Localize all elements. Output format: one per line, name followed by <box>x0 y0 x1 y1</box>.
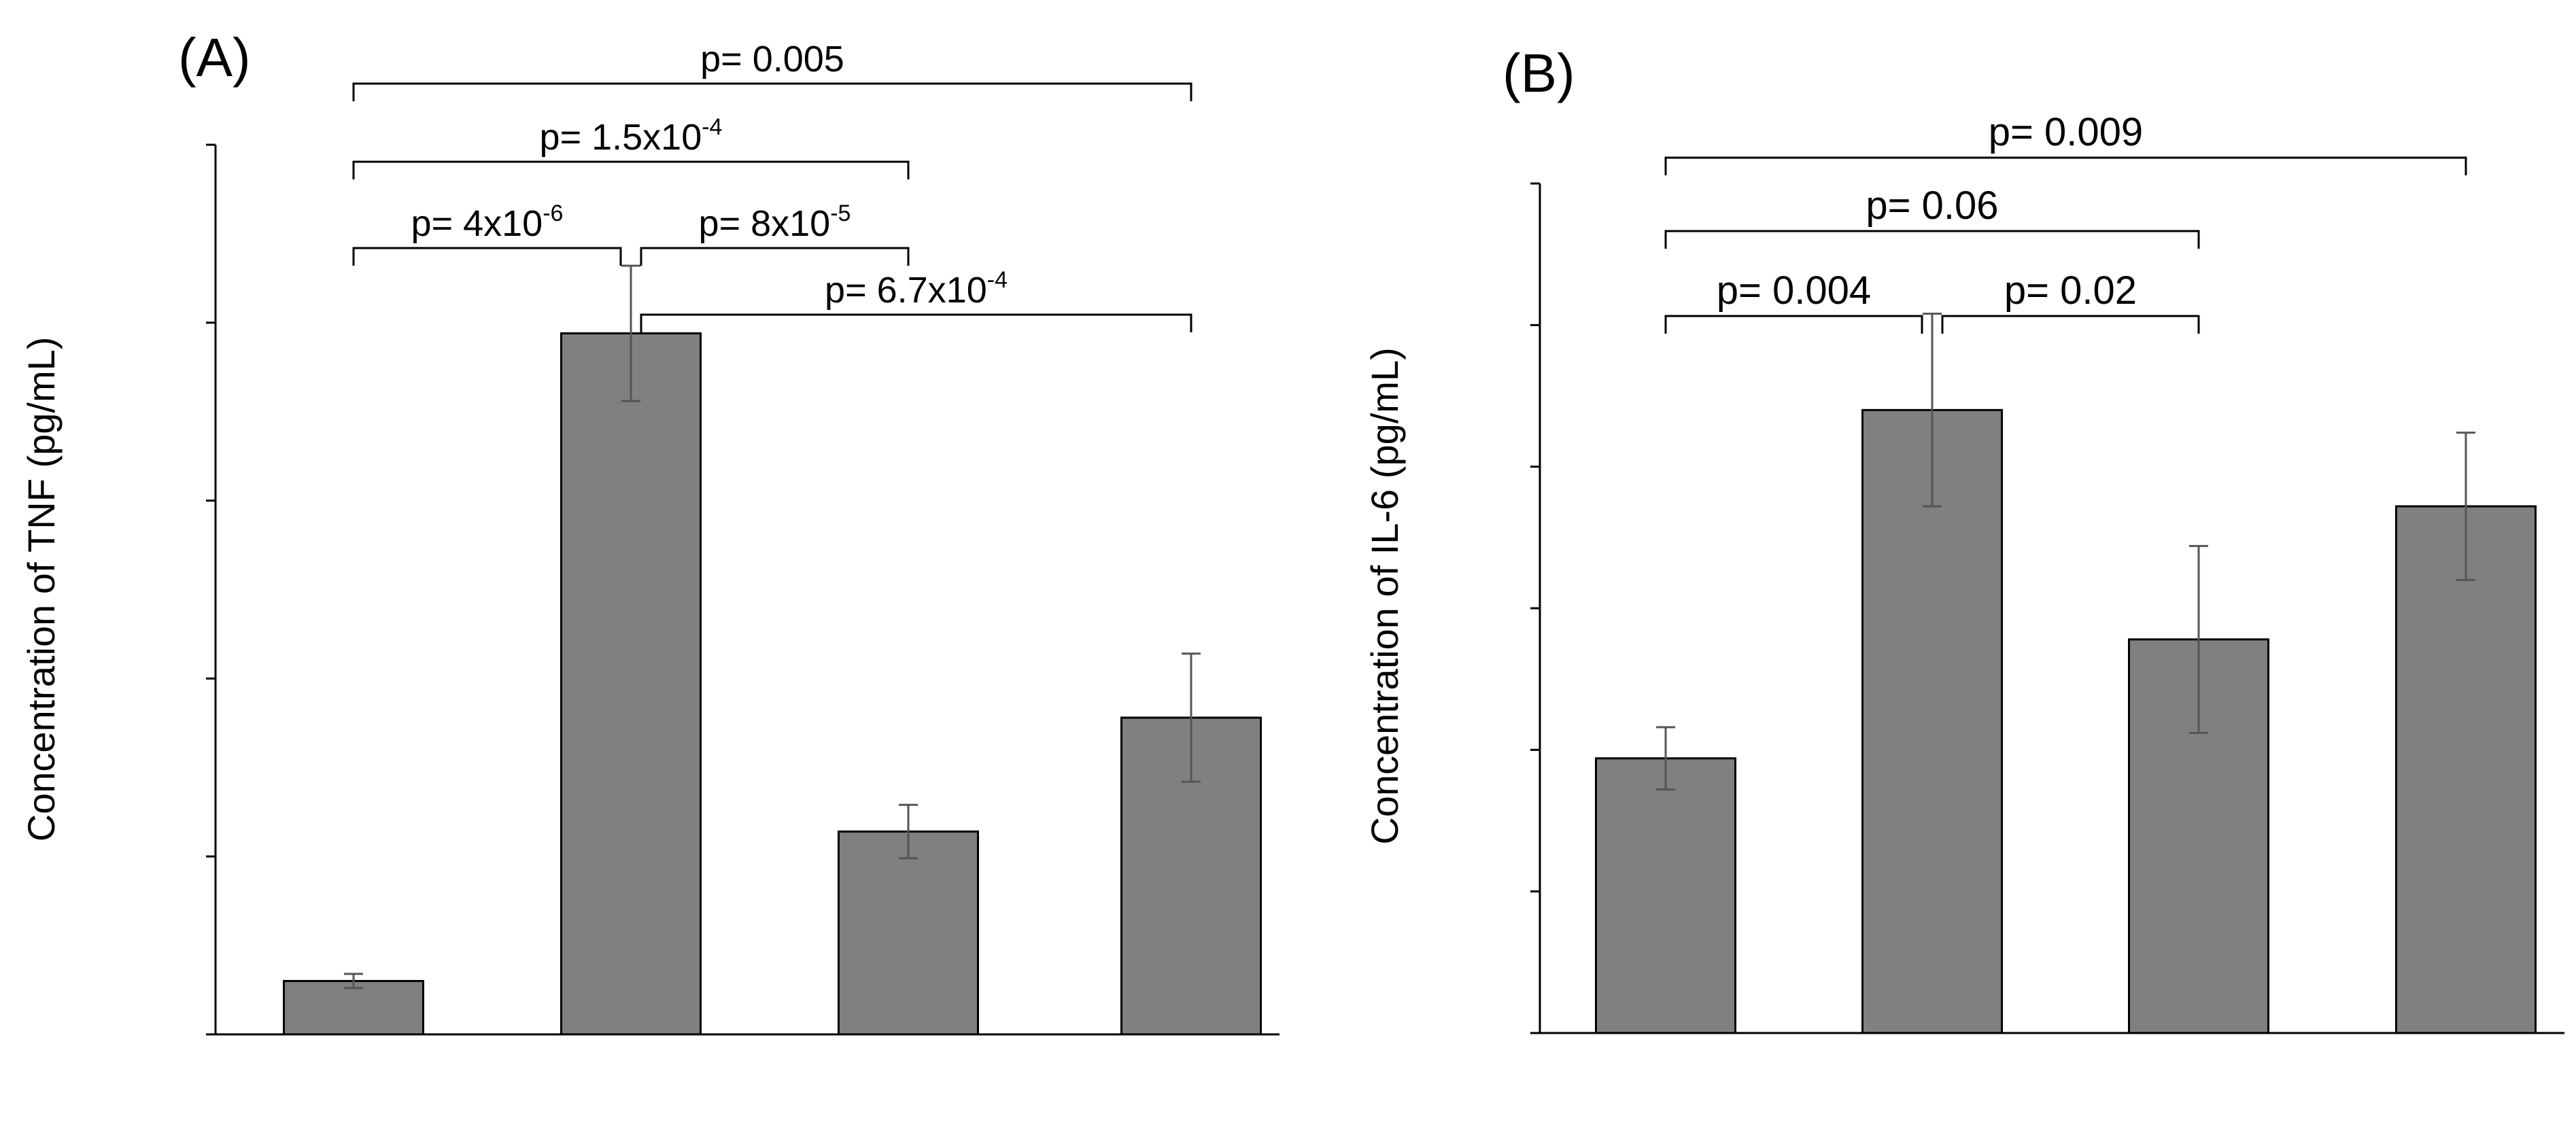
significance-bracket <box>1664 230 2200 249</box>
bar <box>838 830 979 1036</box>
p-value-label: p= 0.009 <box>1989 110 2143 154</box>
panel-label: (A) <box>178 27 251 88</box>
p-value-base: p= 0.009 <box>1989 110 2143 154</box>
p-value-label: p= 4x10-6 <box>411 200 564 244</box>
p-value-exponent: -6 <box>543 200 563 226</box>
p-value-base: p= 0.005 <box>700 39 844 80</box>
p-value-exponent: -4 <box>987 267 1008 293</box>
bar <box>2395 505 2537 1034</box>
y-axis-label: Concentration of IL-6 (pg/mL) <box>1363 347 1406 844</box>
p-value-label: p= 8x10-5 <box>699 200 851 244</box>
significance-bracket <box>352 247 622 266</box>
p-value-base: p= 0.02 <box>2004 268 2137 313</box>
significance-bracket <box>352 82 1192 101</box>
plot-area: p= 4x10-6 p= 8x10-5p= 6.7x10-4p= 1.5x10-4… <box>206 39 1280 1036</box>
chart-panel-a: (A) Concentration of TNF (pg/mL) p= 4x10… <box>20 27 1280 1036</box>
significance-bracket <box>352 160 910 179</box>
bar <box>560 332 702 1036</box>
significance-bracket <box>1664 156 2467 175</box>
bar <box>283 979 424 1036</box>
p-value-label: p= 6.7x10-4 <box>825 267 1008 311</box>
p-value-label: p= 1.5x10-4 <box>540 114 723 158</box>
p-value-base: p= 8x10 <box>699 203 831 244</box>
p-value-base: p= 0.06 <box>1866 183 1998 228</box>
bar <box>1595 757 1736 1034</box>
p-value-label: p= 0.005 <box>700 39 844 80</box>
significance-bracket <box>1941 315 2200 334</box>
p-value-label: p= 0.004 <box>1717 268 1871 313</box>
bar <box>1861 408 2003 1034</box>
p-value-exponent: -4 <box>702 114 722 140</box>
plot-area: p= 0.004 p= 0.02p= 0.06 p= 0.009 <box>1530 110 2564 1034</box>
p-value-base: p= 6.7x10 <box>825 270 987 311</box>
panel-label: (B) <box>1502 43 1575 103</box>
p-value-base: p= 4x10 <box>411 203 543 244</box>
chart-panel-b: (B) Concentration of IL-6 (pg/mL) p= 0.0… <box>1363 43 2564 1034</box>
p-value-label: p= 0.06 <box>1866 183 1998 228</box>
p-value-exponent: -5 <box>830 200 851 226</box>
significance-bracket <box>1664 315 1923 334</box>
p-value-base: p= 1.5x10 <box>540 117 702 158</box>
significance-bracket <box>640 313 1192 332</box>
y-axis-label: Concentration of TNF (pg/mL) <box>20 337 63 842</box>
p-value-label: p= 0.02 <box>2004 268 2137 313</box>
significance-bracket <box>640 247 910 266</box>
p-value-base: p= 0.004 <box>1717 268 1871 313</box>
